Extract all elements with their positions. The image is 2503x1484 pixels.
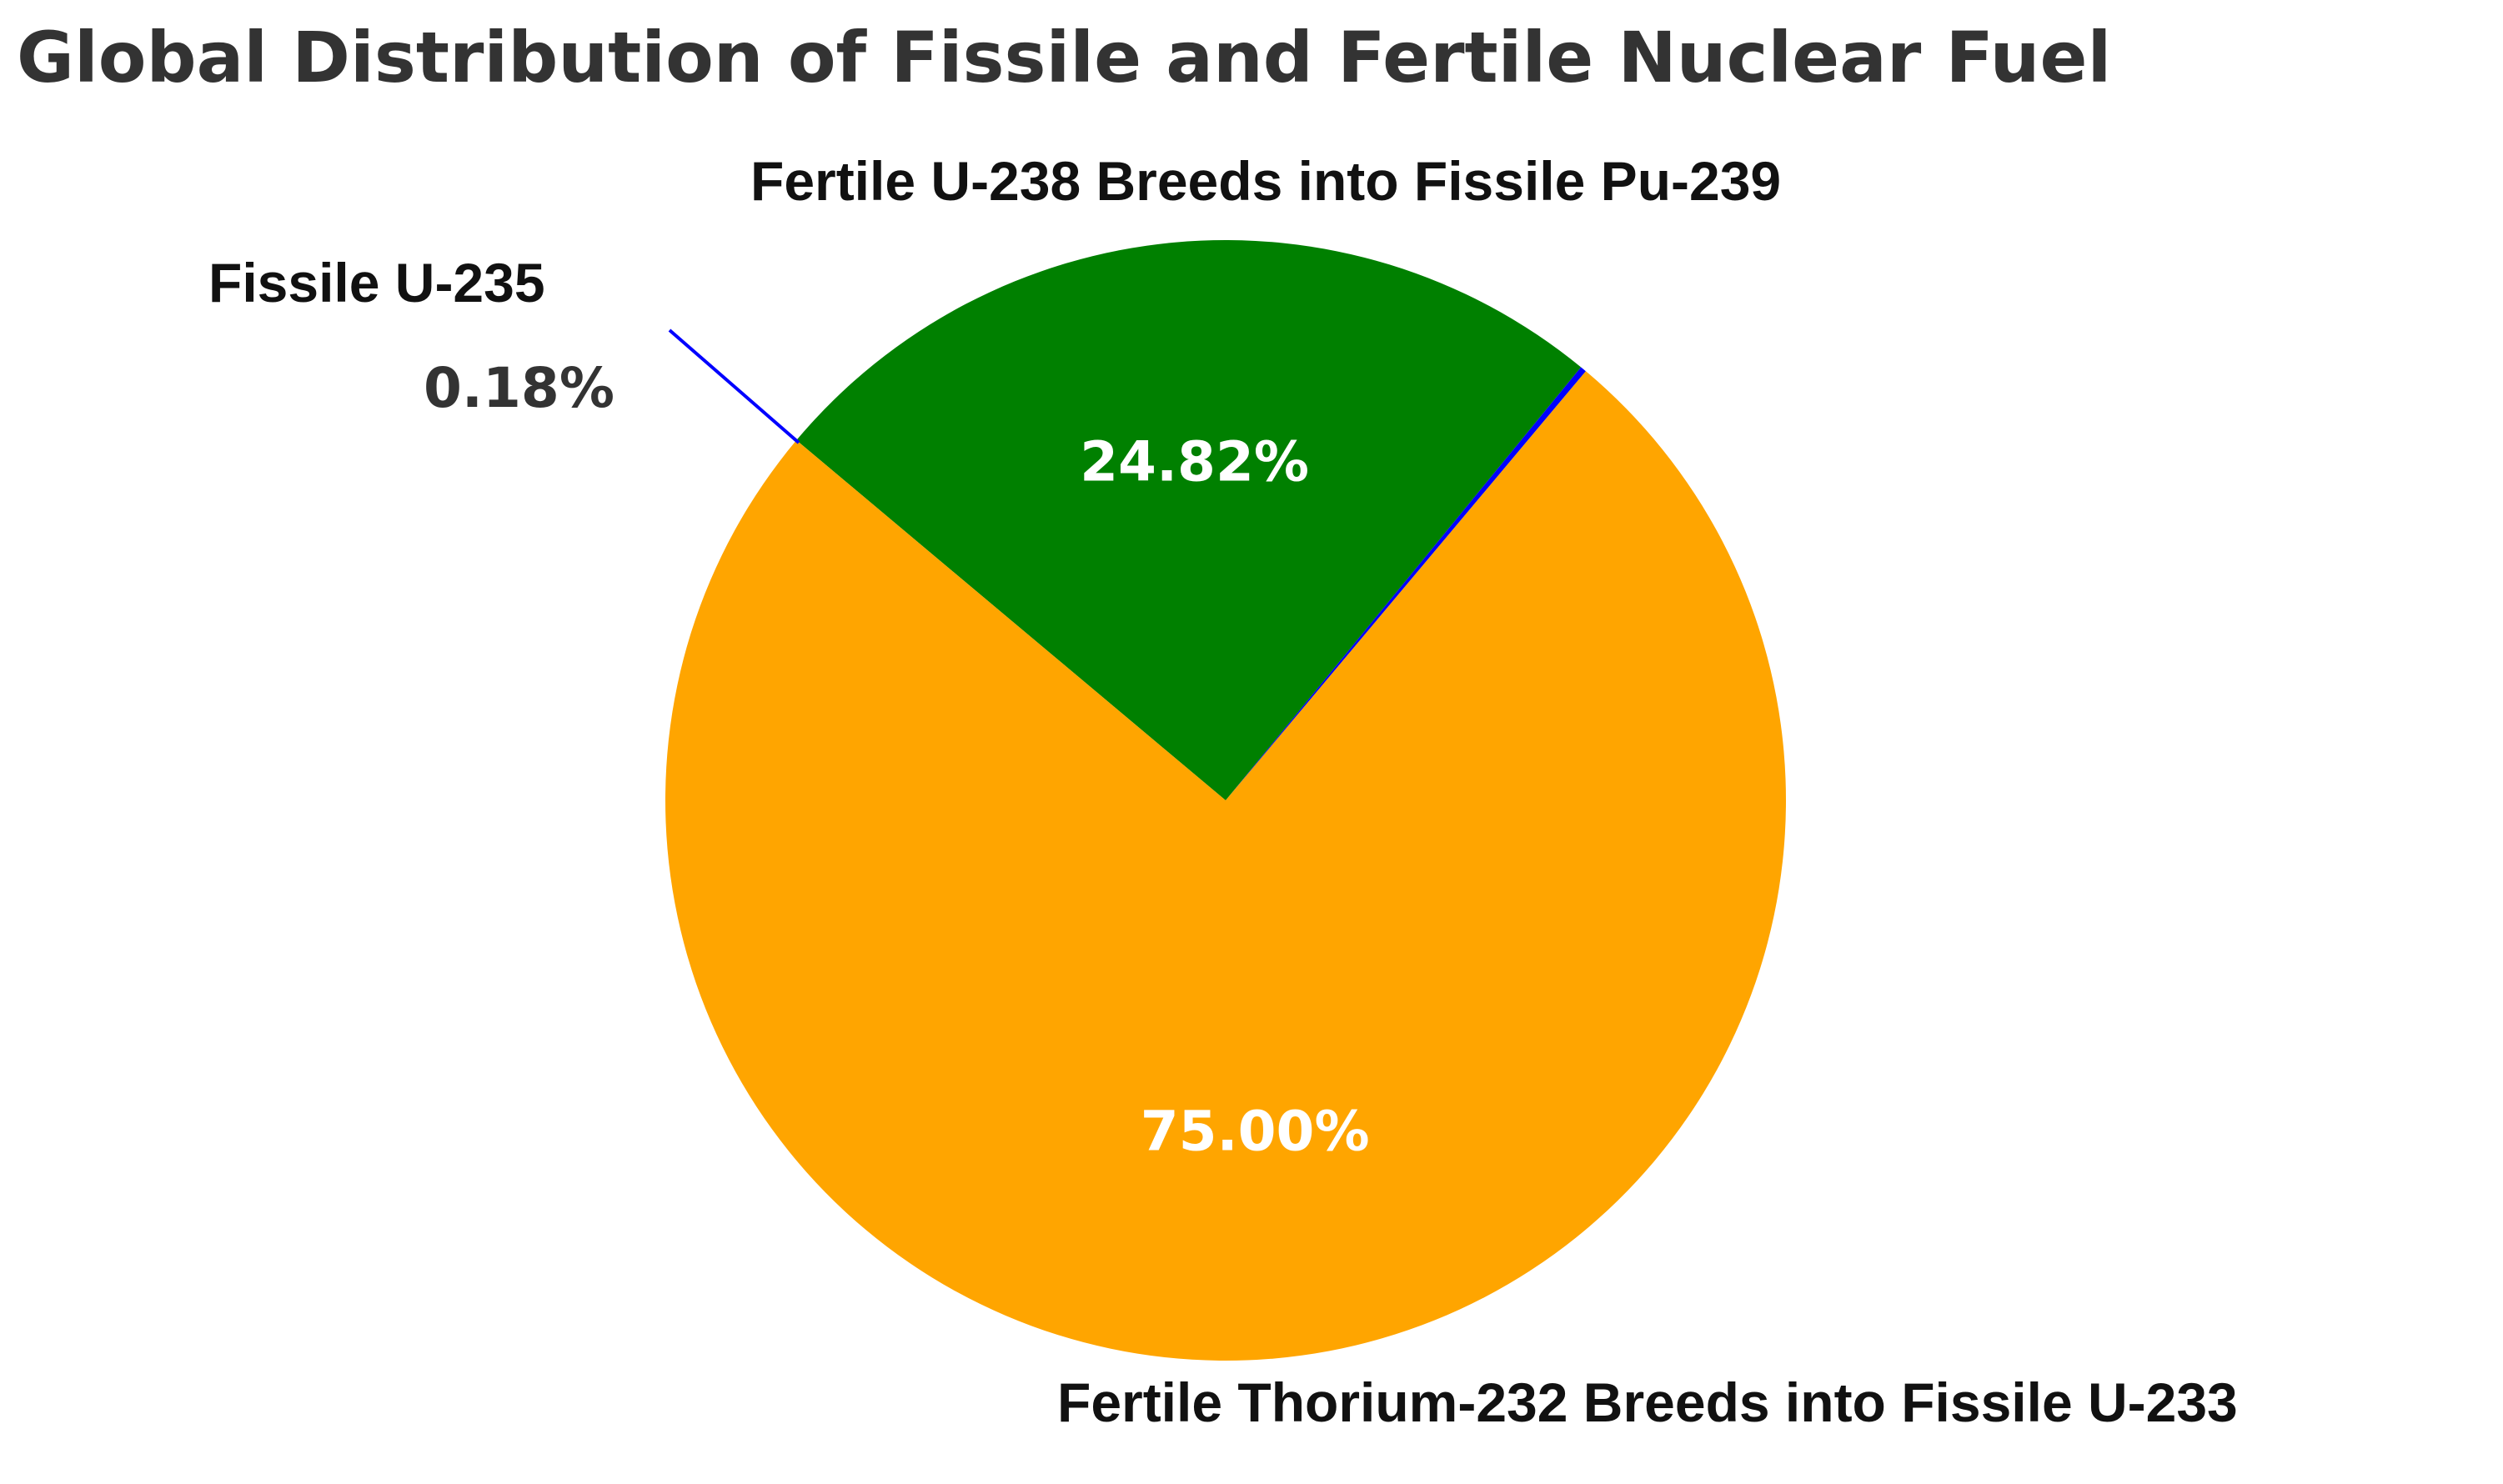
chart-title: Global Distribution of Fissile and Ferti… — [17, 17, 2111, 98]
slice-value-label: 0.18% — [424, 356, 614, 420]
pie-slices — [665, 239, 1787, 1361]
slice-fissile-u235 — [1226, 367, 1586, 801]
slice-value-label: 24.82% — [1080, 430, 1309, 494]
slice-value-label: 75.00% — [1141, 1100, 1370, 1164]
pie-labels: 24.82% 75.00% Fissile U-235 Fertile U-238 B… — [208, 150, 2238, 1433]
slice-category-label: Fissile U-235 — [208, 252, 545, 313]
slice-fertile-thorium232 — [665, 371, 1787, 1361]
fissile-leader-line — [668, 328, 800, 444]
slice-category-label: Fertile Thorium-232 Breeds into Fissile … — [1057, 1371, 2238, 1433]
slice-category-label: Fertile U-238 Breeds into Fissile Pu-239 — [750, 150, 1781, 212]
slice-fertile-u238 — [796, 239, 1582, 800]
